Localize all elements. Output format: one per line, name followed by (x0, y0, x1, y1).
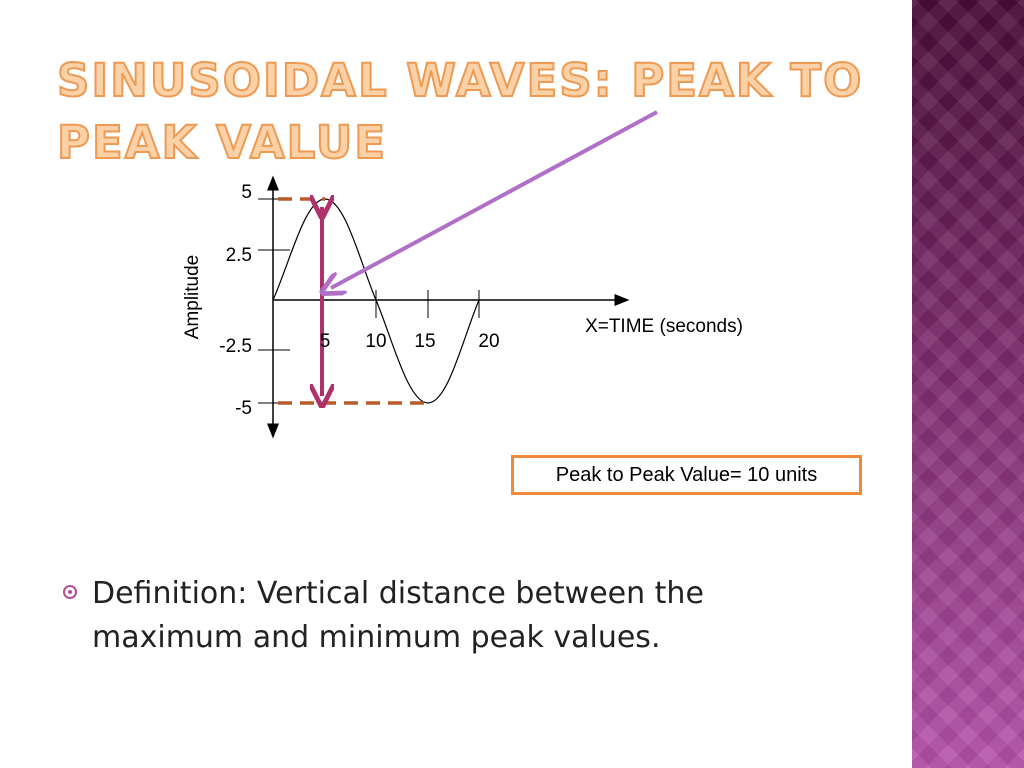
pointer-arrow (331, 110, 658, 288)
bullet-marker (63, 585, 77, 599)
tick-marks (258, 198, 480, 404)
x-tick-label: 20 (478, 331, 499, 352)
callout-box: Peak to Peak Value= 10 units (511, 455, 862, 495)
diagram: 5 2.5 -2.5 -5 5 10 15 20 X=TIME (seconds… (182, 110, 743, 439)
sidebar (912, 0, 1024, 768)
y-axis-label: Amplitude (182, 255, 203, 340)
x-tick-label: 15 (414, 331, 435, 352)
y-tick-label: -2.5 (219, 336, 252, 357)
y-tick-label: 5 (241, 182, 252, 203)
y-tick-label: -5 (235, 398, 252, 419)
x-axis-label: X=TIME (seconds) (585, 316, 743, 337)
sine-wave (272, 198, 480, 404)
bullet-text: Definition: Vertical distance between th… (92, 576, 704, 655)
x-tick-label: 10 (365, 331, 386, 352)
x-tick-label: 5 (320, 331, 331, 352)
slide-title: SINUSOIDAL WAVES: PEAK TO PEAK VALUE (56, 53, 864, 170)
y-tick-label: 2.5 (226, 245, 252, 266)
